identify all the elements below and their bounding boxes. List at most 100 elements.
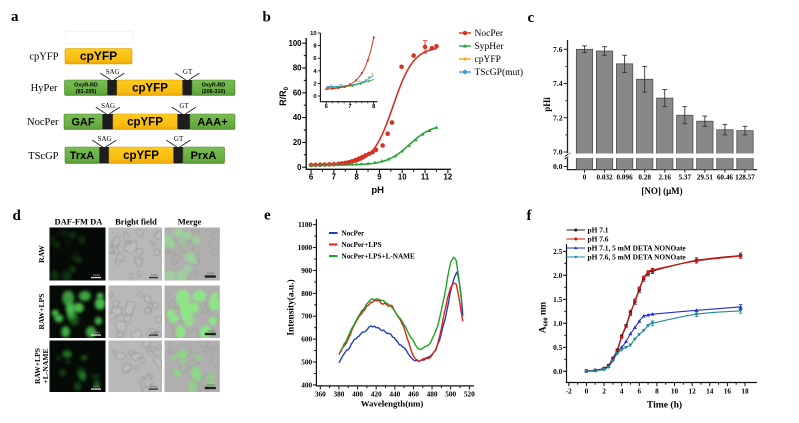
svg-text:400: 400: [352, 390, 363, 399]
svg-text:Wavelength(nm): Wavelength(nm): [361, 399, 424, 409]
svg-text:460: 460: [408, 390, 419, 399]
svg-text:a: a: [11, 9, 19, 25]
svg-text:0.28: 0.28: [638, 174, 651, 182]
svg-text:HyPer: HyPer: [31, 83, 58, 94]
svg-text:10: 10: [398, 173, 407, 182]
svg-text:cpYFP: cpYFP: [132, 83, 168, 95]
svg-text:A600 nm: A600 nm: [539, 302, 550, 334]
svg-text:0.5: 0.5: [553, 343, 562, 352]
svg-text:cpYFP: cpYFP: [127, 117, 163, 129]
svg-text:40: 40: [293, 113, 302, 122]
svg-text:SAG: SAG: [106, 68, 120, 76]
svg-text:2: 2: [602, 387, 606, 396]
svg-text:11: 11: [421, 173, 430, 182]
svg-text:400: 400: [301, 380, 312, 389]
svg-text:GAF: GAF: [71, 117, 95, 129]
svg-text:380: 380: [333, 390, 344, 399]
svg-text:GT: GT: [174, 135, 184, 143]
svg-text:RAW+LPS: RAW+LPS: [33, 348, 42, 384]
svg-text:1000: 1000: [298, 243, 313, 252]
svg-text:(81-205): (81-205): [76, 89, 97, 95]
svg-text:d: d: [13, 208, 22, 224]
svg-text:TScGP(mut): TScGP(mut): [475, 67, 524, 78]
svg-text:7.0: 7.0: [553, 148, 563, 157]
svg-text:NocPer+LPS+L-NAME: NocPer+LPS+L-NAME: [342, 253, 415, 261]
svg-text:2.5: 2.5: [553, 247, 562, 256]
svg-text:0.0: 0.0: [553, 162, 563, 171]
svg-text:7.6: 7.6: [553, 45, 563, 54]
svg-text:600: 600: [301, 335, 312, 344]
svg-text:20: 20: [293, 138, 302, 147]
svg-text:8: 8: [655, 387, 659, 396]
svg-text:440: 440: [389, 390, 400, 399]
svg-text:NocPer: NocPer: [27, 117, 59, 128]
svg-text:7.4: 7.4: [553, 79, 563, 88]
svg-text:PrxA: PrxA: [191, 150, 217, 162]
svg-text:8: 8: [313, 44, 317, 50]
svg-text:0: 0: [583, 174, 587, 182]
svg-text:1100: 1100: [298, 220, 313, 229]
svg-text:c: c: [528, 10, 535, 26]
svg-text:4: 4: [620, 387, 624, 396]
svg-text:29.51: 29.51: [697, 174, 714, 182]
svg-text:6: 6: [309, 173, 314, 182]
svg-text:Intensity(a.u.): Intensity(a.u.): [286, 279, 297, 335]
svg-text:R/R0: R/R0: [278, 86, 290, 106]
svg-text:80: 80: [293, 64, 302, 73]
svg-text:7.2: 7.2: [553, 113, 563, 122]
svg-text:16: 16: [724, 387, 732, 396]
svg-text:pH 7.1: pH 7.1: [588, 226, 609, 235]
svg-text:2: 2: [313, 81, 316, 87]
svg-text:0: 0: [585, 387, 589, 396]
svg-text:SAG: SAG: [101, 102, 115, 110]
svg-text:0: 0: [313, 94, 316, 100]
svg-text:cpYFP: cpYFP: [123, 150, 159, 162]
svg-text:e: e: [264, 208, 271, 224]
svg-text:7: 7: [332, 173, 336, 182]
svg-text:[NO] (μM): [NO] (μM): [641, 186, 682, 196]
svg-text:8: 8: [372, 104, 376, 110]
svg-text:Merge: Merge: [178, 217, 202, 227]
svg-text:520: 520: [464, 390, 475, 399]
svg-text:10: 10: [671, 387, 679, 396]
svg-text:b: b: [263, 10, 271, 26]
svg-text:9: 9: [377, 173, 382, 182]
svg-text:12: 12: [688, 387, 696, 396]
svg-text:800: 800: [301, 289, 312, 298]
svg-text:DAF-FM DA: DAF-FM DA: [55, 217, 104, 227]
svg-text:cpYFP: cpYFP: [80, 49, 117, 63]
svg-text:500: 500: [301, 358, 312, 367]
svg-text:1.0: 1.0: [553, 319, 562, 328]
svg-text:0: 0: [297, 163, 302, 172]
svg-text:pH 7.1, 5 mM DETA NONOate: pH 7.1, 5 mM DETA NONOate: [588, 244, 687, 253]
svg-text:pH 7.6, 5 mM DETA NONOate: pH 7.6, 5 mM DETA NONOate: [588, 253, 687, 262]
svg-text:SAG: SAG: [98, 135, 112, 143]
svg-text:6: 6: [313, 56, 317, 62]
svg-text:GT: GT: [183, 68, 193, 76]
svg-text:RAW+LPS: RAW+LPS: [37, 294, 46, 330]
svg-text:700: 700: [301, 312, 312, 321]
svg-text:NocPer+LPS: NocPer+LPS: [342, 241, 382, 249]
svg-text:cpYFP: cpYFP: [29, 52, 58, 63]
svg-text:100: 100: [288, 39, 302, 48]
svg-text:Bright field: Bright field: [115, 217, 157, 227]
svg-text:f: f: [527, 208, 533, 224]
svg-text:420: 420: [371, 390, 382, 399]
svg-text:10: 10: [310, 31, 316, 37]
svg-text:900: 900: [301, 266, 312, 275]
svg-text:pH 7.6: pH 7.6: [588, 235, 609, 244]
svg-text:SypHer: SypHer: [475, 42, 505, 52]
svg-text:(206-310): (206-310): [202, 89, 226, 95]
svg-text:1.5: 1.5: [553, 295, 562, 304]
svg-text:0.0: 0.0: [553, 367, 562, 376]
svg-text:60.46: 60.46: [717, 174, 734, 182]
svg-text:60: 60: [293, 88, 302, 97]
svg-text:pHi: pHi: [542, 97, 552, 112]
svg-text:18: 18: [741, 387, 749, 396]
svg-text:4: 4: [313, 69, 317, 75]
svg-text:TScGP: TScGP: [28, 151, 58, 162]
svg-text:0.096: 0.096: [617, 174, 634, 182]
svg-text:-2: -2: [566, 387, 572, 396]
svg-text:0.032: 0.032: [596, 174, 613, 182]
svg-text:8: 8: [354, 173, 359, 182]
